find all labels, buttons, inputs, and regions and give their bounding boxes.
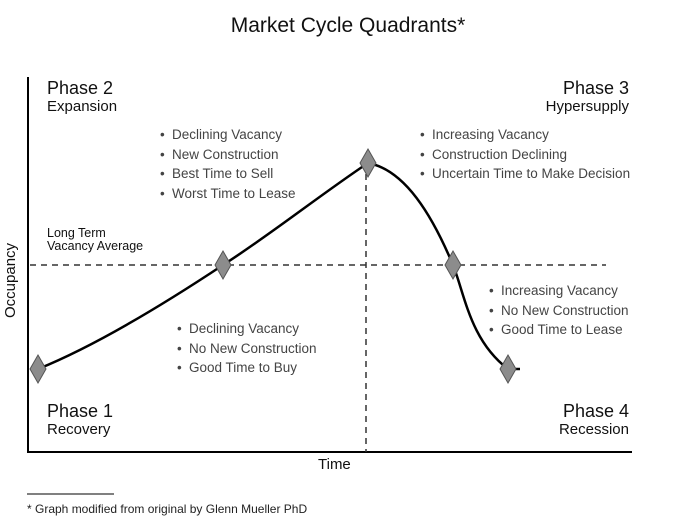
phase-2-bullet: Best Time to Sell bbox=[160, 164, 296, 184]
phase-2-bullets: Declining Vacancy New Construction Best … bbox=[160, 125, 296, 203]
x-axis-label: Time bbox=[318, 456, 351, 473]
phase-2-bullet: New Construction bbox=[160, 145, 296, 165]
page-title: Market Cycle Quadrants* bbox=[230, 14, 466, 37]
phase-3-name: Phase 3 bbox=[562, 78, 629, 98]
phase-1-bullet: No New Construction bbox=[177, 339, 317, 359]
phase-1-bullets: Declining Vacancy No New Construction Go… bbox=[177, 319, 317, 378]
phase-3-bullets: Increasing Vacancy Construction Declinin… bbox=[420, 125, 630, 184]
y-axis-label: Occupancy bbox=[2, 242, 19, 318]
phase-2-bullet: Worst Time to Lease bbox=[160, 184, 296, 204]
phase-3-bullet: Increasing Vacancy bbox=[420, 125, 630, 145]
phase-3-bullet: Construction Declining bbox=[420, 145, 630, 165]
phase-4-bullet: Good Time to Lease bbox=[489, 320, 629, 340]
phase-2-name: Phase 2 bbox=[47, 78, 114, 98]
phase-2-bullet: Declining Vacancy bbox=[160, 125, 296, 145]
phase-3-subtitle: Hypersupply bbox=[545, 98, 629, 115]
phase-1-header: Phase 1 Recovery bbox=[47, 401, 113, 439]
phase-4-bullet: Increasing Vacancy bbox=[489, 281, 629, 301]
phase-1-bullet: Good Time to Buy bbox=[177, 358, 317, 378]
phase-1-bullet: Declining Vacancy bbox=[177, 319, 317, 339]
phase-4-bullets: Increasing Vacancy No New Construction G… bbox=[489, 281, 629, 340]
phase-1-subtitle: Recovery bbox=[47, 421, 111, 438]
phase-4-name: Phase 4 bbox=[562, 401, 629, 421]
phase-3-bullet: Uncertain Time to Make Decision bbox=[420, 164, 630, 184]
vacancy-average-label-line1: Long Term bbox=[47, 226, 106, 240]
marker-diamond-peak bbox=[359, 147, 377, 179]
phase-1-name: Phase 1 bbox=[47, 401, 114, 421]
footnote: * Graph modified from original by Glenn … bbox=[27, 502, 308, 516]
phase-3-header: Phase 3 Hypersupply bbox=[546, 78, 629, 116]
phase-4-bullet: No New Construction bbox=[489, 301, 629, 321]
phase-2-header: Phase 2 Expansion bbox=[47, 78, 117, 116]
vacancy-average-label-line2: Vacancy Average bbox=[47, 239, 144, 253]
marker-diamond-expansion bbox=[214, 249, 232, 281]
marker-diamond-recovery bbox=[29, 353, 47, 385]
phase-2-subtitle: Expansion bbox=[47, 98, 118, 115]
marker-diamond-recession bbox=[499, 353, 517, 385]
phase-4-subtitle: Recession bbox=[558, 421, 629, 438]
phase-4-header: Phase 4 Recession bbox=[559, 401, 629, 439]
vacancy-average-label: Long Term Vacancy Average bbox=[47, 227, 143, 253]
marker-diamond-hypersupply bbox=[444, 249, 462, 281]
